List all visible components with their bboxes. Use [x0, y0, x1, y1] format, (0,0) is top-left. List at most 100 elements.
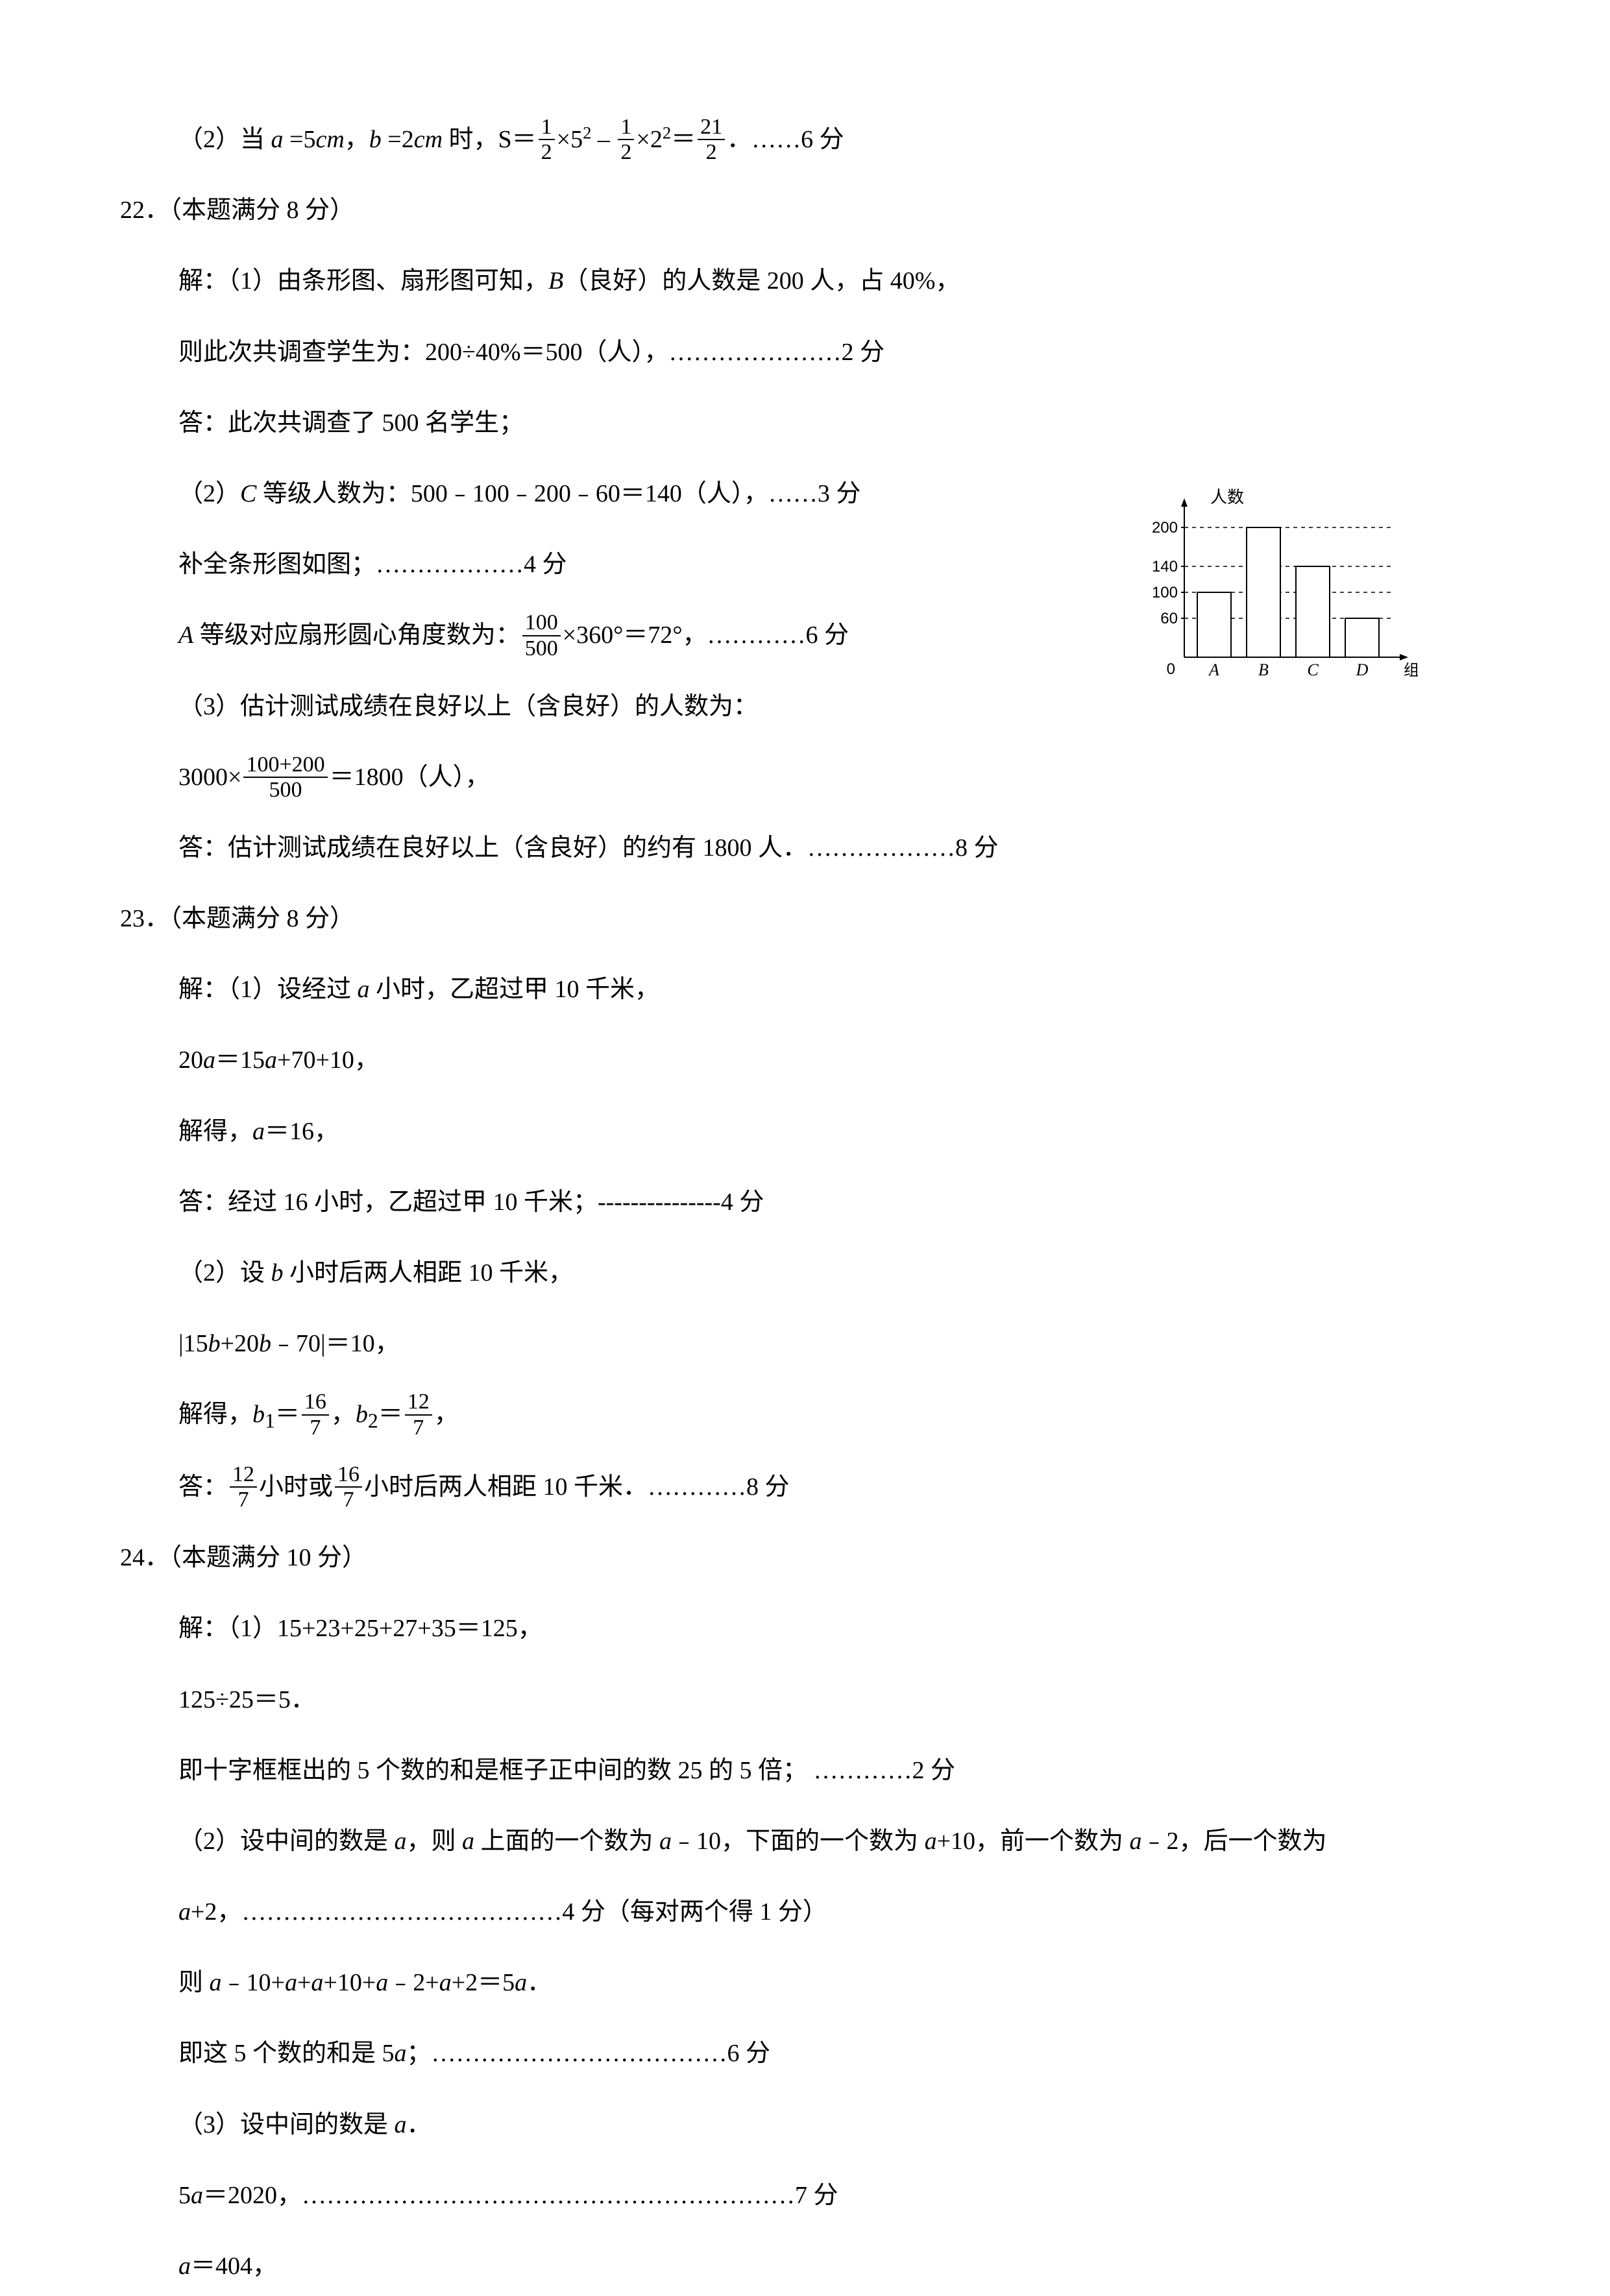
text: ﹣10，下面的一个数为 [672, 1828, 925, 1855]
unit: cm [315, 126, 344, 153]
q24-l9: 5a＝2020，……………………………………………………7 分 [120, 2166, 1480, 2225]
var-C: C [240, 480, 256, 507]
fraction: 212 [698, 115, 725, 165]
svg-text:C: C [1307, 660, 1319, 679]
text: ；………………………………6 分 [407, 2040, 771, 2067]
denominator: 500 [243, 778, 327, 802]
text: 小时或 [259, 1473, 333, 1501]
text: + [297, 1969, 311, 1996]
text: – [591, 126, 616, 153]
text: ． [407, 2111, 432, 2138]
text: （2）设中间的数是 [178, 1828, 395, 1855]
denominator: 7 [302, 1416, 329, 1440]
svg-text:60: 60 [1160, 610, 1178, 627]
var-a: a [285, 1969, 297, 1996]
numerator: 12 [405, 1390, 432, 1415]
bar-chart-svg: 人数200140100600ABCD组别 [1139, 489, 1418, 696]
text: ， [331, 1401, 356, 1428]
text: ＝2020，……………………………………………………7 分 [203, 2182, 838, 2209]
text: 等级人数为：500﹣100﹣200﹣60＝140（人），……3 分 [256, 480, 860, 507]
text: 解得， [178, 1401, 252, 1428]
numerator: 1 [539, 115, 555, 140]
text: =2 [382, 126, 414, 153]
q23-l2: 20a＝15a+70+10， [120, 1031, 1480, 1090]
text: +10，前一个数为 [937, 1828, 1130, 1855]
text: =5 [284, 126, 316, 153]
text: 解：（1）设经过 [178, 976, 358, 1003]
text: ＝1800（人）， [330, 764, 490, 791]
sub: 2 [368, 1410, 378, 1432]
var-b2: b [356, 1401, 368, 1428]
text: 答： [178, 1473, 228, 1501]
q23-l1: 解：（1）设经过 a 小时，乙超过甲 10 千米， [120, 960, 1480, 1019]
var-a: a [462, 1828, 474, 1855]
svg-text:0: 0 [1167, 660, 1175, 678]
fraction: 12 [539, 115, 555, 165]
var-a: a [203, 1046, 215, 1074]
numerator: 100 [522, 610, 561, 636]
var-a: a [178, 1898, 191, 1926]
text: ．……6 分 [727, 126, 844, 153]
svg-text:A: A [1208, 660, 1219, 679]
q22-l8: 3000×100+200500＝1800（人）， [120, 748, 1480, 807]
var-a: a [210, 1969, 222, 1996]
numerator: 100+200 [243, 753, 327, 778]
text: 3000× [178, 764, 241, 791]
bar-chart: 人数200140100600ABCD组别 [1139, 489, 1418, 718]
sub: 1 [265, 1410, 275, 1432]
text: 小时后两人相距 10 千米， [284, 1259, 574, 1287]
denominator: 7 [230, 1488, 257, 1512]
var-a: a [265, 1046, 277, 1074]
var-b: b [259, 1330, 271, 1357]
var-a: a [395, 2040, 407, 2067]
var-b: b [369, 126, 382, 153]
numerator: 1 [618, 115, 634, 140]
text: （3）设中间的数是 [178, 2111, 395, 2138]
svg-text:组别: 组别 [1404, 662, 1418, 679]
var-a: a [1130, 1828, 1142, 1855]
text: 解得， [178, 1118, 252, 1145]
q22-l2: 则此次共调查学生为：200÷40%＝500（人），…………………2 分 [120, 323, 1480, 382]
var-a: a [395, 2111, 407, 2138]
svg-text:140: 140 [1152, 558, 1178, 575]
text: ＝ [275, 1401, 300, 1428]
q24-l1: 解：（1）15+23+25+27+35＝125， [120, 1599, 1480, 1658]
q23-l8: 答：127小时或167小时后两人相距 10 千米．…………8 分 [120, 1458, 1480, 1517]
text: ＝ [378, 1401, 403, 1428]
text: ×2 [636, 126, 662, 153]
var-a: a [376, 1969, 388, 1996]
denominator: 7 [405, 1416, 432, 1440]
q23-l5: （2）设 b 小时后两人相距 10 千米， [120, 1244, 1480, 1303]
q23-l3: 解得，a＝16， [120, 1102, 1480, 1161]
text: ＝15 [215, 1046, 265, 1074]
svg-text:D: D [1356, 660, 1369, 679]
var-b: b [271, 1259, 284, 1287]
q24-l6: 则 a﹣10+a+a+10+a﹣2+a+2＝5a． [120, 1953, 1480, 2012]
text: 等级对应扇形圆心角度数为： [193, 622, 520, 649]
text: ﹣2+ [388, 1969, 439, 1996]
q22-l3: 答：此次共调查了 500 名学生； [120, 394, 1480, 453]
text: ． [527, 1969, 552, 1996]
q23-header: 23．（本题满分 8 分） [120, 889, 1480, 949]
q24-l3: 即十字框框出的 5 个数的和是框子正中间的数 25 的 5 倍； …………2 分 [120, 1741, 1480, 1800]
fraction: 100+200500 [243, 753, 327, 803]
q24-l7: 即这 5 个数的和是 5a；………………………………6 分 [120, 2024, 1480, 2083]
text: ×360°＝72°，…………6 分 [563, 622, 849, 649]
denominator: 7 [335, 1488, 362, 1512]
text: 时，S＝ [443, 126, 537, 153]
text: +2，…………………………………4 分（每对两个得 1 分） [191, 1898, 827, 1926]
q24-l8: （3）设中间的数是 a． [120, 2096, 1480, 2155]
text: （2） [178, 480, 240, 507]
var-a: a [271, 126, 284, 153]
var-a: a [191, 2182, 203, 2209]
text: 则 [178, 1969, 210, 1996]
var-B: B [548, 267, 563, 295]
fraction: 127 [230, 1462, 257, 1512]
q22-header: 22．（本题满分 8 分） [120, 181, 1480, 240]
q24-l2: 125÷25＝5． [120, 1671, 1480, 1730]
var-a: a [358, 976, 370, 1003]
text: 解：（1）由条形图、扇形图可知， [178, 267, 548, 295]
q23-l4: 答：经过 16 小时，乙超过甲 10 千米；---------------4 分 [120, 1173, 1480, 1232]
var-a: a [925, 1828, 937, 1855]
var-a: a [252, 1118, 265, 1145]
